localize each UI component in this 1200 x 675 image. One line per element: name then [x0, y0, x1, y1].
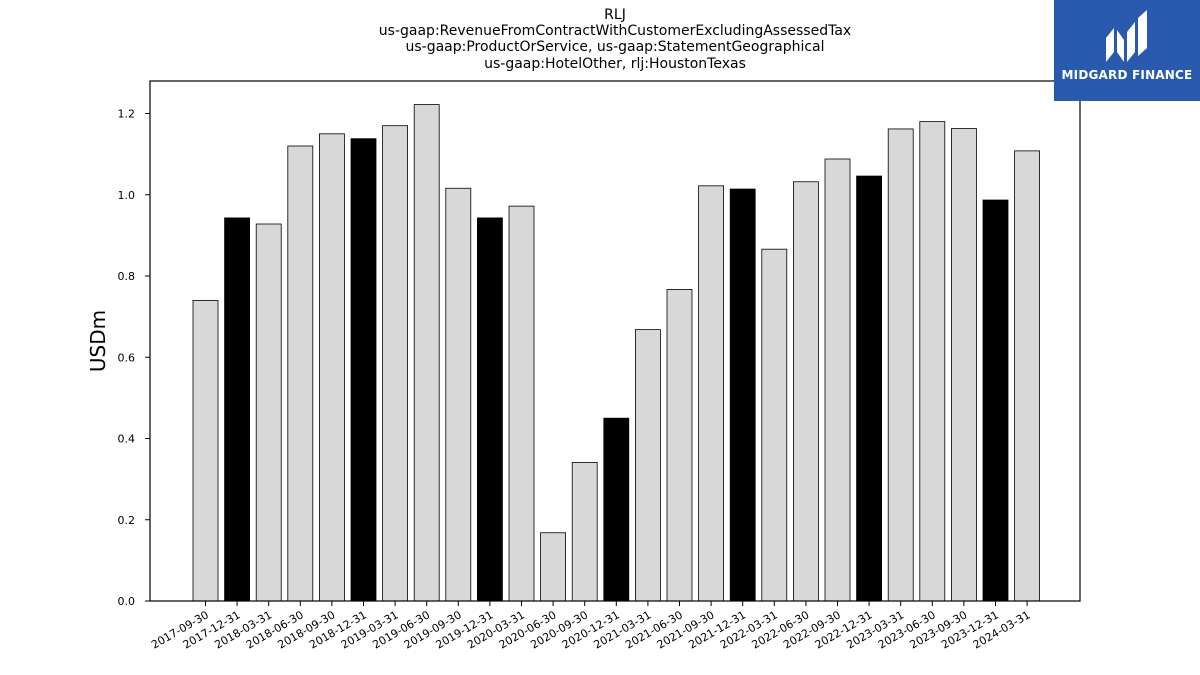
bar-2023-03-31 [887, 128, 914, 602]
bar-2019-06-30 [413, 104, 440, 602]
chart-title-line-1: RLJ [604, 7, 626, 23]
y-tick-label-1.0: 1.0 [118, 189, 136, 202]
bar-2022-06-30 [793, 181, 819, 602]
bar-2022-03-31 [761, 248, 788, 602]
bar-2024-03-31 [1014, 150, 1040, 602]
bar-2018-12-31 [350, 138, 377, 602]
y-tick-label-1.2: 1.2 [118, 108, 136, 121]
midgard-finance-logo: MIDGARD FINANCE [1054, 0, 1200, 101]
bar-2021-09-30 [698, 185, 724, 602]
midgard-logo-icon [1106, 10, 1147, 62]
y-tick-label-0.0: 0.0 [118, 595, 136, 608]
bars-group [192, 104, 1040, 602]
y-axis-label: USDm [86, 310, 110, 372]
axes-frame [149, 80, 1081, 602]
bar-2020-03-31 [508, 205, 535, 602]
bar-2021-12-31 [729, 188, 756, 602]
bar-2023-06-30 [919, 121, 946, 602]
bar-2021-03-31 [635, 329, 661, 602]
bar-2022-12-31 [856, 175, 882, 602]
bar-2023-09-30 [951, 128, 977, 602]
y-tick-label-0.6: 0.6 [118, 351, 136, 364]
bar-2019-09-30 [445, 187, 472, 602]
bar-2019-03-31 [382, 125, 409, 602]
bar-2018-06-30 [287, 145, 314, 602]
bar-2017-12-31 [224, 217, 251, 602]
bar-2020-09-30 [571, 462, 598, 602]
bar-2023-12-31 [982, 199, 1009, 602]
x-axis: 2017-09-302017-12-312018-03-312018-06-30… [149, 601, 1033, 652]
chart-title-line-4: us-gaap:HotelOther, rlj:HoustonTexas [484, 56, 746, 72]
y-tick-label-0.8: 0.8 [118, 270, 136, 283]
bar-2021-06-30 [666, 289, 693, 602]
y-tick-label-0.2: 0.2 [118, 514, 136, 527]
y-tick-label-0.4: 0.4 [118, 433, 136, 446]
bar-2020-06-30 [540, 532, 566, 602]
logo-text: MIDGARD FINANCE [1061, 68, 1193, 82]
bar-2022-09-30 [824, 158, 851, 602]
bar-2018-03-31 [255, 223, 282, 602]
bar-2019-12-31 [476, 217, 503, 602]
bar-2018-09-30 [318, 133, 345, 602]
chart-title-line-2: us-gaap:RevenueFromContractWithCustomerE… [378, 23, 852, 39]
y-axis: 0.0 0.2 0.4 0.6 0.8 1.0 1.2 [118, 108, 150, 608]
chart-title-line-3: us-gaap:ProductOrService, us-gaap:Statem… [405, 39, 825, 55]
bar-2020-12-31 [603, 417, 630, 602]
bar-2017-09-30 [192, 299, 219, 602]
